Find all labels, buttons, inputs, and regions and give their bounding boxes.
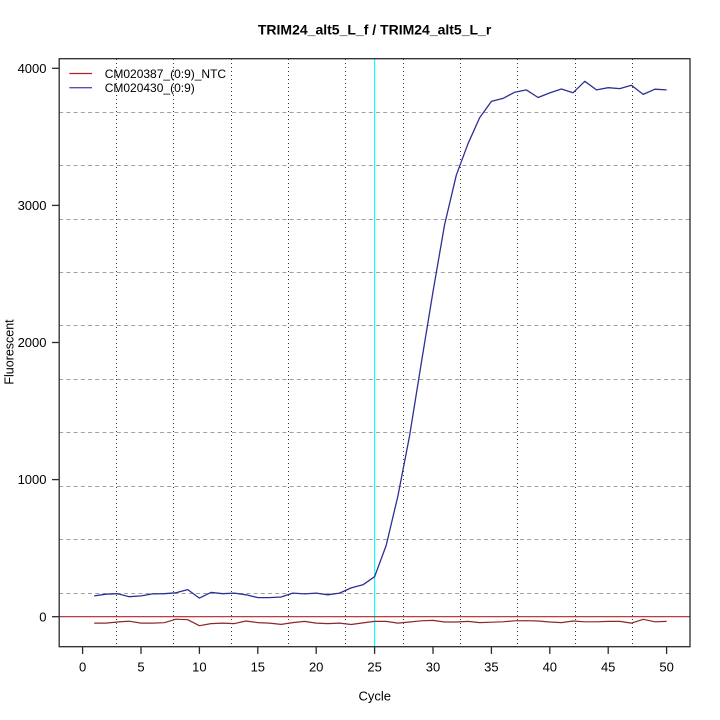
svg-text:45: 45 xyxy=(601,660,615,675)
svg-text:0: 0 xyxy=(39,609,46,624)
svg-text:CM020387_(0:9)_NTC: CM020387_(0:9)_NTC xyxy=(105,67,227,81)
svg-text:4000: 4000 xyxy=(18,61,47,76)
svg-text:3000: 3000 xyxy=(18,198,47,213)
svg-text:25: 25 xyxy=(367,660,381,675)
svg-text:10: 10 xyxy=(192,660,206,675)
svg-text:15: 15 xyxy=(251,660,265,675)
svg-text:30: 30 xyxy=(426,660,440,675)
svg-text:1000: 1000 xyxy=(18,472,47,487)
svg-text:TRIM24_alt5_L_f / TRIM24_alt5_: TRIM24_alt5_L_f / TRIM24_alt5_L_r xyxy=(258,22,492,38)
svg-text:50: 50 xyxy=(659,660,673,675)
svg-text:2000: 2000 xyxy=(18,335,47,350)
svg-text:Fluorescent: Fluorescent xyxy=(3,319,17,385)
svg-text:Cycle: Cycle xyxy=(359,689,392,704)
svg-text:35: 35 xyxy=(484,660,498,675)
svg-text:20: 20 xyxy=(309,660,323,675)
svg-text:40: 40 xyxy=(543,660,557,675)
svg-text:0: 0 xyxy=(79,660,86,675)
svg-text:5: 5 xyxy=(137,660,144,675)
svg-text:CM020430_(0:9): CM020430_(0:9) xyxy=(105,81,195,95)
